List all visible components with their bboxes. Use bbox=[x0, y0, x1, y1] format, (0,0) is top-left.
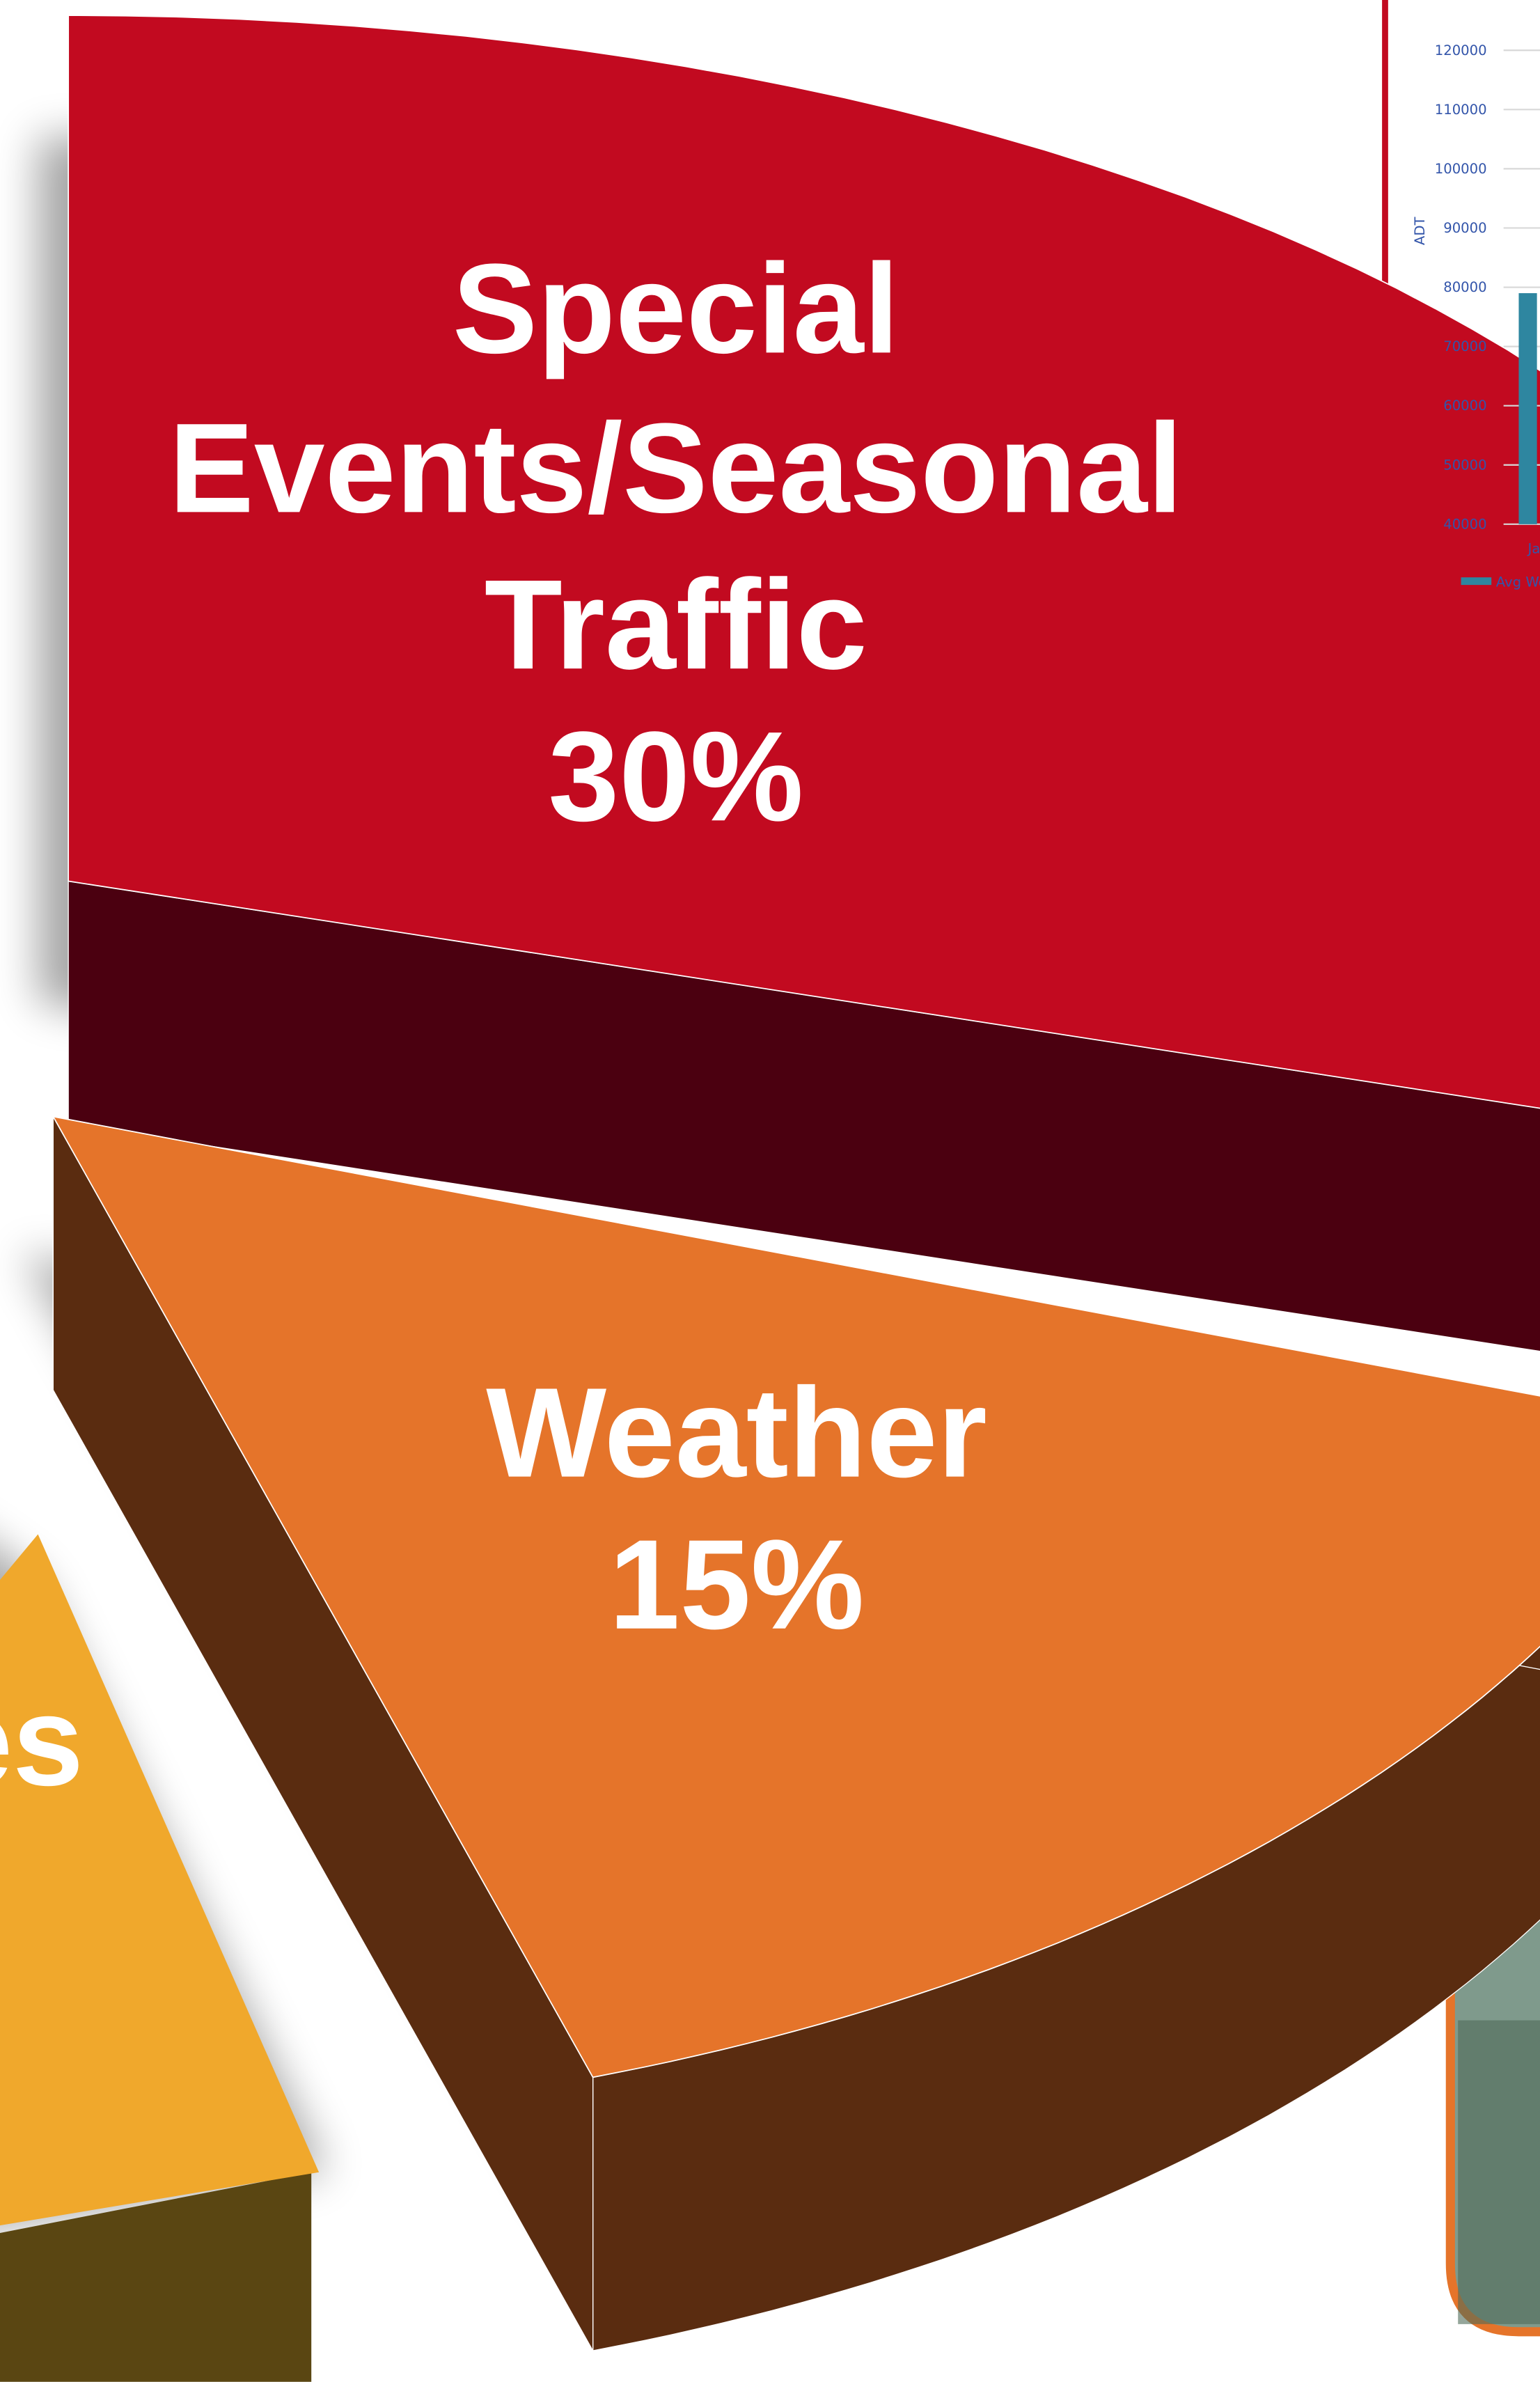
y-tick-label: 120000 bbox=[1435, 42, 1487, 58]
y-tick-label: 60000 bbox=[1443, 398, 1486, 414]
y-tick-label: 70000 bbox=[1443, 338, 1486, 354]
legend-swatch bbox=[1461, 577, 1492, 586]
legend-label: Avg We bbox=[1496, 574, 1540, 590]
y-tick-label: 90000 bbox=[1443, 220, 1486, 236]
slice bbox=[68, 15, 1540, 1109]
y-tick-label: 50000 bbox=[1443, 457, 1486, 473]
y-tick-label: 100000 bbox=[1435, 161, 1487, 177]
y-tick-label: 40000 bbox=[1443, 516, 1486, 532]
x-tick-label: Ja bbox=[1527, 540, 1540, 556]
slice bbox=[52, 1115, 1540, 2078]
inset-chart: 40000 50000 60000 70000 80000 90000 100000 1100… bbox=[1412, 42, 1540, 590]
slice-label: Weather bbox=[486, 1361, 987, 1504]
slice-label: Special Events/Seasonal Traffic bbox=[169, 237, 1183, 696]
y-tick-label: 80000 bbox=[1443, 279, 1486, 295]
pie: Special Events/Seasonal Traffic30%Weather1… bbox=[22, 15, 1540, 2353]
y-axis-label: ADT bbox=[1412, 217, 1428, 246]
cut-label: es bbox=[0, 1669, 84, 1812]
y-tick-label: 110000 bbox=[1435, 102, 1487, 118]
slice-value-label: 30% bbox=[548, 705, 803, 847]
partial-slice bbox=[0, 1534, 327, 2382]
bar bbox=[1518, 293, 1537, 524]
slice-value-label: 15% bbox=[609, 1513, 865, 1656]
